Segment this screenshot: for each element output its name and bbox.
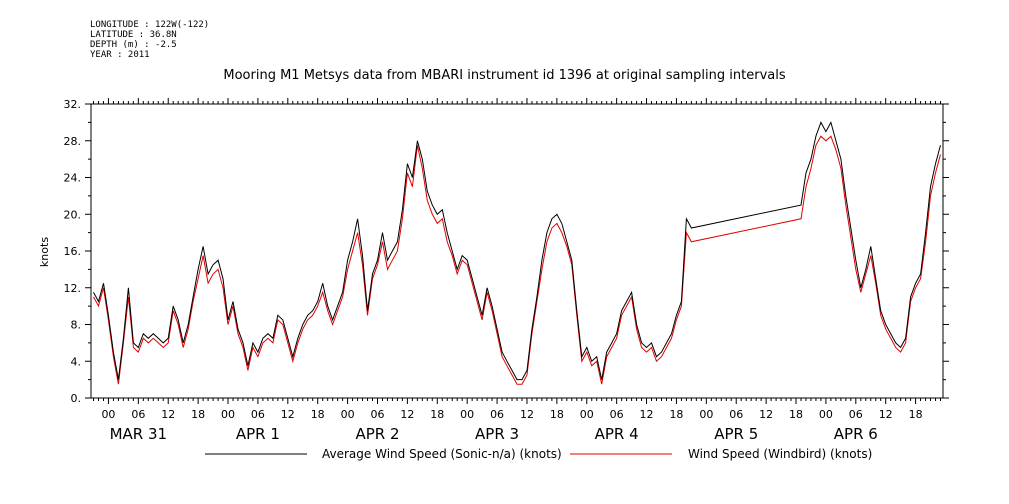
x-tick-label: 06	[610, 408, 624, 421]
y-tick-label: 8.	[71, 319, 82, 332]
day-label: APR 1	[236, 425, 280, 443]
day-label: MAR 31	[110, 425, 167, 443]
y-tick-label: 32.	[64, 98, 82, 111]
x-tick-label: 12	[879, 408, 893, 421]
x-tick-label: 00	[341, 408, 355, 421]
legend-label-sonic: Average Wind Speed (Sonic-n/a) (knots)	[322, 447, 562, 461]
x-tick-label: 00	[101, 408, 115, 421]
day-label: APR 6	[834, 425, 878, 443]
day-label: APR 2	[355, 425, 399, 443]
x-tick-label: 06	[251, 408, 265, 421]
legend: Average Wind Speed (Sonic-n/a) (knots) Wi…	[205, 447, 872, 461]
y-tick-label: 20.	[64, 208, 82, 221]
y-axis: 0. 4. 8. 12. 16. 20. 24. 28. 32.	[64, 98, 949, 405]
x-tick-label: 18	[669, 408, 683, 421]
x-tick-label: 12	[281, 408, 295, 421]
x-tick-label: 18	[191, 408, 205, 421]
latitude-label: LATITUDE : 36.8N	[90, 30, 177, 40]
x-tick-label: 18	[789, 408, 803, 421]
x-tick-label: 18	[430, 408, 444, 421]
y-tick-label: 28.	[64, 135, 82, 148]
day-label: APR 3	[475, 425, 519, 443]
x-tick-label: 00	[580, 408, 594, 421]
day-label: APR 4	[595, 425, 639, 443]
legend-label-windbird: Wind Speed (Windbird) (knots)	[688, 447, 872, 461]
x-tick-label: 00	[221, 408, 235, 421]
x-tick-label: 06	[370, 408, 384, 421]
series-sonic-line	[93, 121, 941, 381]
year-label: YEAR : 2011	[90, 50, 150, 60]
x-tick-label: 18	[909, 408, 923, 421]
depth-label: DEPTH (m) : -2.5	[90, 40, 177, 50]
y-tick-label: 4.	[71, 355, 82, 368]
x-tick-label: 06	[849, 408, 863, 421]
x-tick-label: 12	[520, 408, 534, 421]
y-axis-label: knots	[38, 237, 51, 267]
x-tick-label: 06	[131, 408, 145, 421]
y-tick-label: 12.	[64, 282, 82, 295]
y-tick-label: 24.	[64, 172, 82, 185]
x-tick-label: 18	[311, 408, 325, 421]
y-tick-label: 0.	[71, 392, 82, 405]
x-tick-label: 18	[550, 408, 564, 421]
x-tick-label: 12	[400, 408, 414, 421]
x-axis: 00 06 12 18 00 06 12 18 00 06 12 18 00 06 12 18 00 06 12 18…	[92, 98, 942, 443]
metadata-block: LONGITUDE : 122W(-122) LATITUDE : 36.8N …	[90, 20, 209, 60]
x-tick-label: 00	[699, 408, 713, 421]
x-tick-label: 00	[460, 408, 474, 421]
chart-title: Mooring M1 Metsys data from MBARI instru…	[223, 68, 786, 83]
y-tick-label: 16.	[64, 245, 82, 258]
series-layer	[93, 121, 941, 385]
x-tick-label: 12	[759, 408, 773, 421]
day-label: APR 5	[714, 425, 758, 443]
x-tick-label: 00	[819, 408, 833, 421]
x-tick-label: 12	[640, 408, 654, 421]
x-tick-label: 06	[729, 408, 743, 421]
longitude-label: LONGITUDE : 122W(-122)	[90, 20, 210, 30]
x-tick-label: 06	[490, 408, 504, 421]
series-windbird-line	[93, 135, 941, 385]
x-tick-label: 12	[161, 408, 175, 421]
